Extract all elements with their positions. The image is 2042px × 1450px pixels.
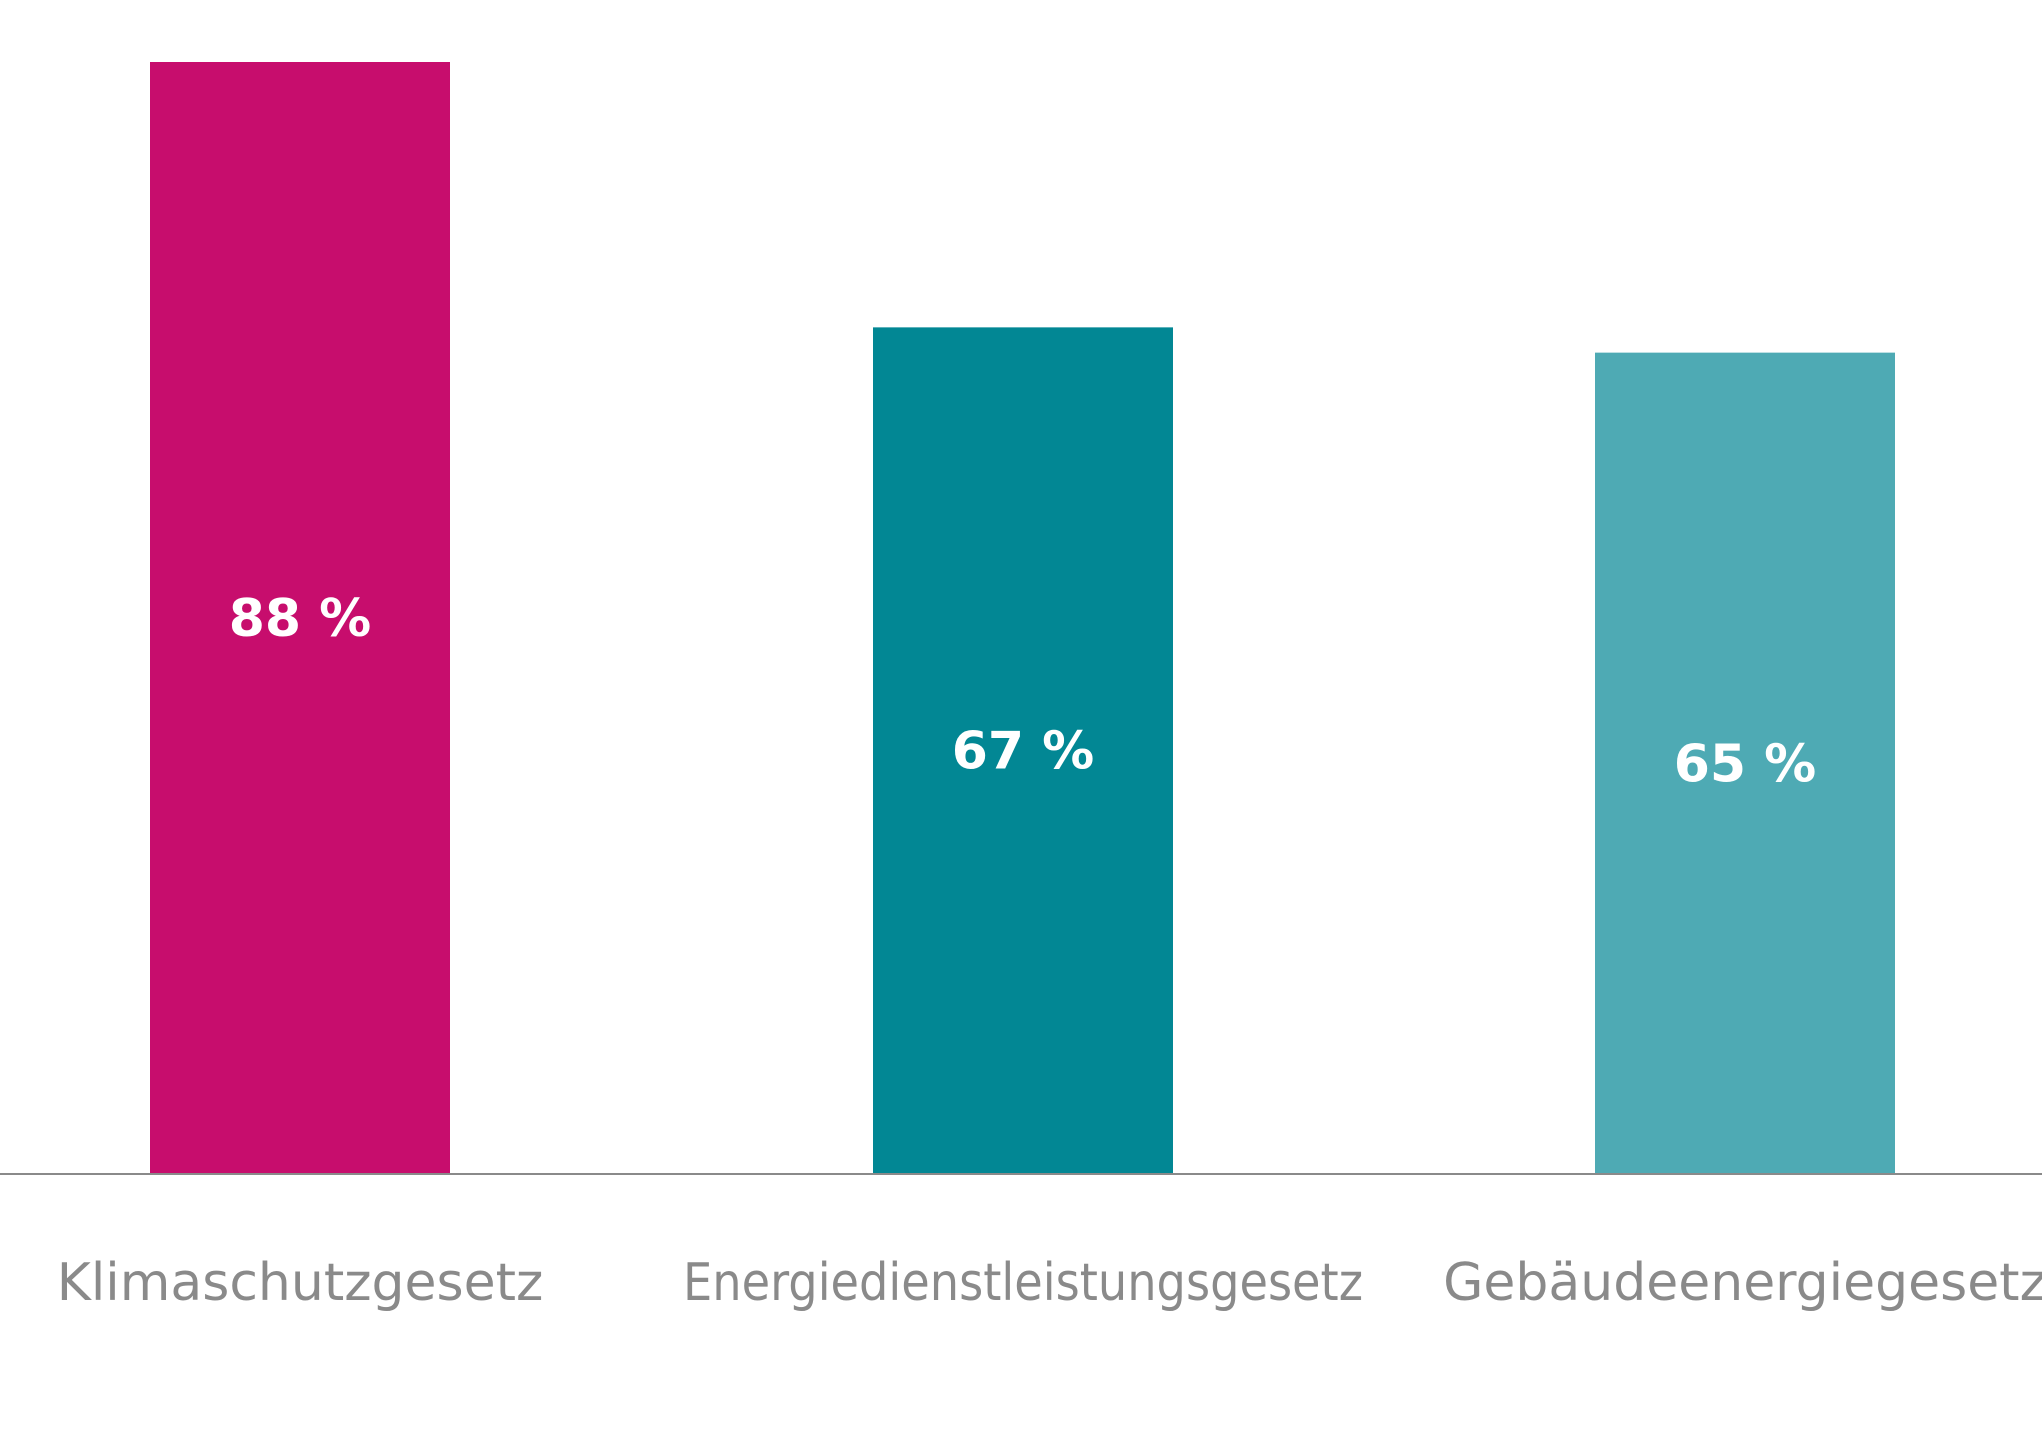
value-labels-group: 88 % 67 % 65 % (229, 589, 1817, 794)
category-label-1: Klimaschutzgesetz (57, 1253, 544, 1313)
category-labels-group: Klimaschutzgesetz Energiedienstleistungsg… (57, 1253, 2042, 1313)
bars-group (150, 62, 1895, 1174)
bar-value-label-2: 67 % (952, 722, 1095, 782)
bar-2 (873, 327, 1173, 1174)
category-label-3: Gebäudeenergiegesetz (1443, 1253, 2042, 1313)
bar-3 (1595, 352, 1895, 1174)
bar-value-label-3: 65 % (1674, 734, 1817, 794)
bar-value-label-1: 88 % (229, 589, 372, 649)
category-label-2: Energiedienstleistungsgesetz (683, 1253, 1363, 1313)
bar-1 (150, 62, 450, 1174)
